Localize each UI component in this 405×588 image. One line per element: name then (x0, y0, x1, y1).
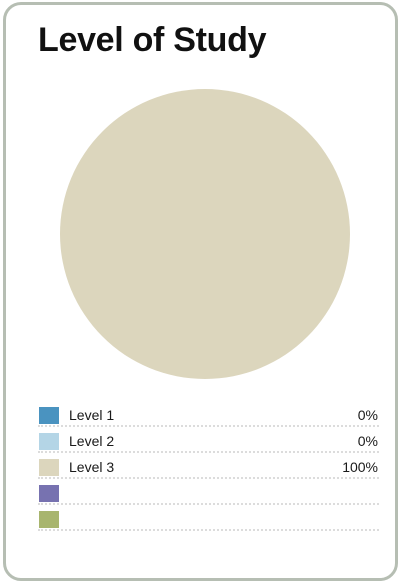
legend-item-level-1: Level 1 0% (38, 403, 379, 427)
legend-label: Level 3 (69, 459, 115, 475)
legend-value: 100% (342, 459, 378, 475)
chart-legend: Level 1 0% Level 2 0% Level 3 100% (38, 403, 379, 533)
legend-swatch (39, 459, 59, 476)
legend-label: Level 2 (69, 433, 115, 449)
pie-chart-svg (60, 89, 350, 379)
legend-value: 0% (357, 407, 378, 423)
chart-title: Level of Study (38, 21, 267, 59)
chart-card: Level of Study Level 1 0% Level 2 0% Lev… (3, 2, 398, 581)
legend-swatch (39, 433, 59, 450)
legend-swatch (39, 511, 59, 528)
legend-item-level-3: Level 3 100% (38, 455, 379, 479)
legend-value: 0% (357, 433, 378, 449)
legend-item-unlabeled-1 (38, 481, 379, 505)
legend-item-unlabeled-2 (38, 507, 379, 531)
legend-swatch (39, 407, 59, 424)
pie-slice-level-3 (60, 89, 350, 379)
pie-chart (58, 87, 352, 381)
legend-item-level-2: Level 2 0% (38, 429, 379, 453)
legend-swatch (39, 485, 59, 502)
legend-label: Level 1 (69, 407, 115, 423)
